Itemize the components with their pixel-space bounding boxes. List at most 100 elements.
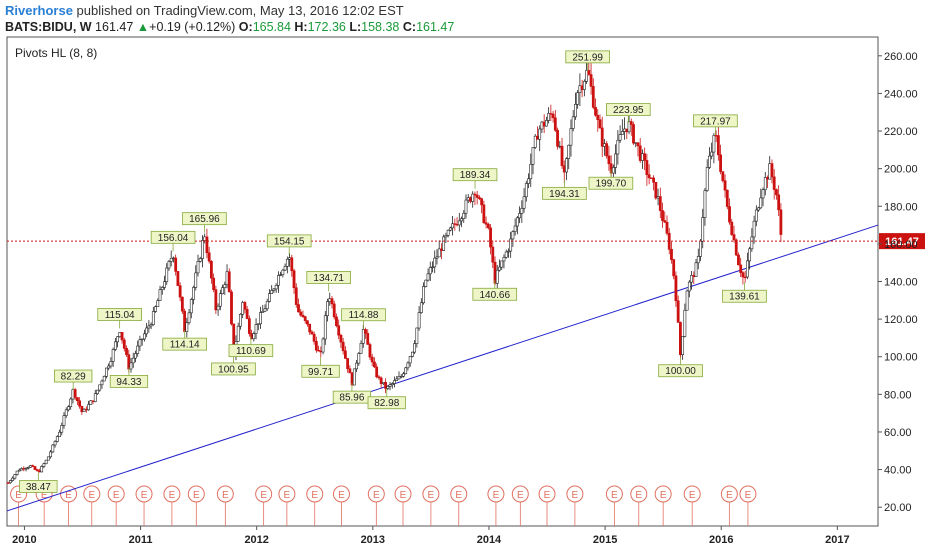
candle-body xyxy=(71,389,75,400)
candle-body xyxy=(641,153,644,161)
candle xyxy=(35,468,39,472)
candle-body xyxy=(346,358,350,370)
candle-body xyxy=(750,236,754,250)
pivot-label: 194.31 xyxy=(542,179,587,200)
close-value: 161.47 xyxy=(416,20,455,34)
candle xyxy=(431,261,434,273)
candle-body xyxy=(444,235,448,238)
candle xyxy=(379,376,383,389)
candle xyxy=(395,375,399,381)
candle-body xyxy=(567,144,571,159)
candle xyxy=(743,270,747,283)
candle-body xyxy=(645,160,649,176)
candle xyxy=(67,405,70,412)
y-tick-label: 100.00 xyxy=(884,352,918,364)
earnings-marker: E xyxy=(720,485,738,526)
pivot-label: 189.34 xyxy=(452,168,498,189)
candle-body xyxy=(180,296,184,312)
candle-body xyxy=(491,246,495,263)
candle xyxy=(26,466,30,470)
earnings-icon xyxy=(630,485,648,503)
candle-body xyxy=(484,222,488,225)
candle xyxy=(209,260,213,284)
candle xyxy=(69,397,73,410)
candle xyxy=(643,147,647,171)
pivot-value: 140.66 xyxy=(479,290,510,301)
candle xyxy=(326,298,329,322)
candle xyxy=(500,260,504,271)
pivot-label: 115.04 xyxy=(97,308,142,329)
candle-body xyxy=(55,436,59,442)
candle xyxy=(149,322,153,330)
candle-body xyxy=(163,281,166,288)
plot-area[interactable] xyxy=(6,36,879,527)
candle xyxy=(408,355,412,367)
candle-body xyxy=(330,298,334,305)
y-tick-label: 60.00 xyxy=(884,427,912,439)
candle-body xyxy=(368,344,372,358)
earnings-marker: E xyxy=(135,485,153,526)
earnings-icon xyxy=(216,485,234,503)
candle-body xyxy=(752,220,756,238)
candle-body xyxy=(44,459,48,465)
candle xyxy=(741,271,745,285)
candle-body xyxy=(245,309,249,319)
candle xyxy=(529,153,533,188)
candle xyxy=(484,216,488,229)
candle-body xyxy=(649,177,653,179)
pivot-box xyxy=(162,337,207,351)
candle-body xyxy=(42,463,46,467)
candle xyxy=(167,259,171,271)
candle-body xyxy=(417,312,421,329)
candle xyxy=(158,285,162,301)
author-link[interactable]: Riverhorse xyxy=(5,3,73,18)
candle-body xyxy=(451,223,454,229)
pivot-value: 223.95 xyxy=(613,105,644,116)
candle-body xyxy=(196,261,200,274)
candle xyxy=(772,169,776,200)
candle-body xyxy=(674,275,678,302)
candle-body xyxy=(105,367,108,377)
candle-body xyxy=(661,210,664,221)
candle xyxy=(339,333,343,348)
candle xyxy=(489,224,492,255)
candle xyxy=(102,375,106,382)
candle xyxy=(645,153,649,186)
candle xyxy=(705,159,709,192)
candle xyxy=(98,384,102,392)
candle xyxy=(480,197,484,214)
earnings-icon xyxy=(566,485,584,503)
candle xyxy=(377,375,381,380)
candle xyxy=(40,465,44,473)
candle xyxy=(582,79,586,97)
candle xyxy=(708,147,711,170)
candle-body xyxy=(377,376,381,379)
candle-body xyxy=(587,70,591,75)
y-tick-label: 80.00 xyxy=(884,389,912,401)
candle-body xyxy=(748,248,752,262)
candle-body xyxy=(498,266,501,271)
pivot-value: 85.96 xyxy=(339,393,364,404)
candle xyxy=(151,306,155,326)
candle xyxy=(594,98,597,117)
earnings-label: E xyxy=(635,490,642,501)
candle xyxy=(111,347,115,367)
candle-body xyxy=(189,299,193,314)
candle xyxy=(89,400,93,405)
candle-body xyxy=(580,85,584,90)
candle xyxy=(678,321,682,359)
candle xyxy=(373,357,376,369)
open-value: 165.84 xyxy=(252,20,291,34)
candle-body xyxy=(366,333,370,345)
candle xyxy=(399,374,403,379)
candle-body xyxy=(705,167,709,191)
candle-body xyxy=(118,332,122,337)
candle xyxy=(752,215,756,244)
candle-body xyxy=(544,120,548,127)
candle xyxy=(600,116,604,157)
candle-body xyxy=(446,229,450,236)
candle-body xyxy=(694,262,698,277)
pivot-value: 199.70 xyxy=(596,179,627,190)
candle xyxy=(415,327,419,348)
